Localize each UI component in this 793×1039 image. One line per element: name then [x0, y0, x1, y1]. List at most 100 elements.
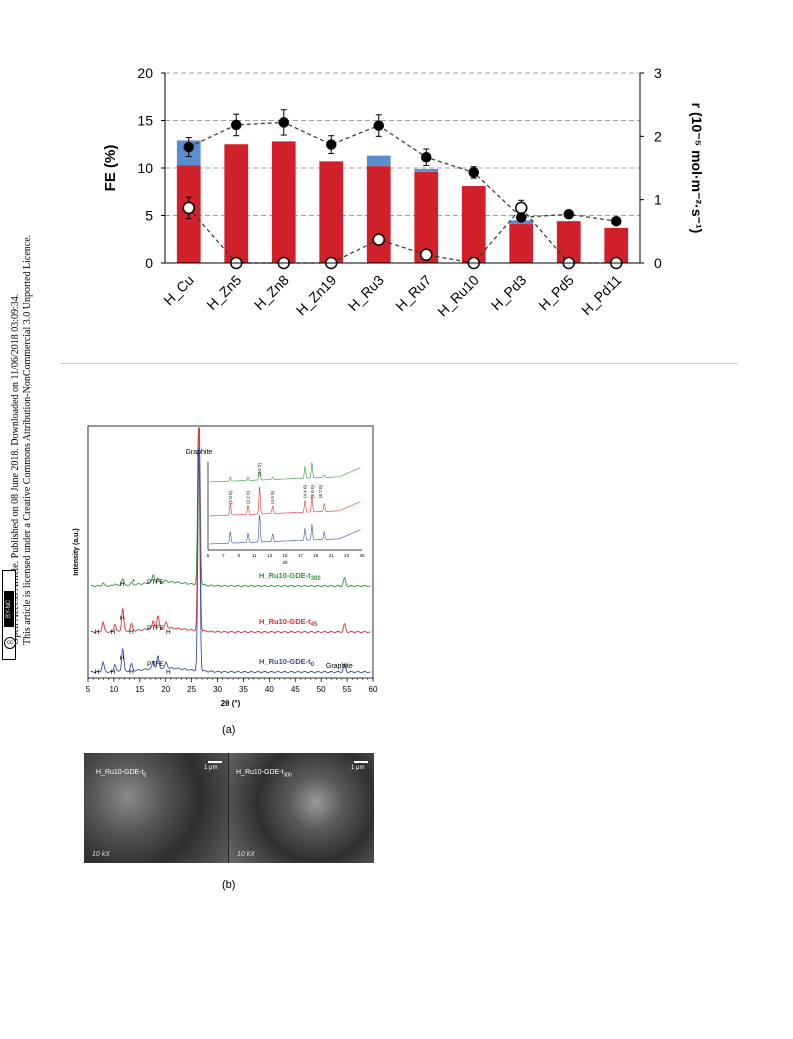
data-point — [468, 167, 479, 178]
scale-bar-right — [354, 761, 368, 763]
category-label: H_Ru3 — [345, 272, 387, 314]
trace-label: H_Ru10-GDE-t45 — [259, 617, 318, 628]
peak-annotation: H — [166, 669, 171, 676]
by-nc-label: BY-NC — [4, 591, 14, 627]
peak-annotation: PTFE — [147, 661, 164, 668]
x-tick-label: 20 — [161, 685, 170, 694]
data-point — [421, 151, 432, 163]
inset-peak-label: (2 2 2) — [257, 462, 262, 476]
data-point — [373, 120, 384, 131]
inset-tick-label: 19 — [313, 553, 319, 558]
sem-image-t0 — [84, 753, 229, 863]
sem-image-t300 — [229, 753, 374, 863]
inset-tick-label: 25 — [359, 553, 365, 558]
x-tick-label: 5 — [86, 685, 91, 694]
sem-images: H_Ru10-GDE-t0 H_Ru10-GDE-t300 1 μm 1 μm … — [84, 753, 374, 863]
data-point — [611, 215, 622, 227]
caption-b: (b) — [222, 879, 236, 891]
xrd-trace — [90, 427, 371, 588]
xrd-chart: 5 7 9 11 13 15 17 19 21 23 25 2θ (2 0 0) (2 2 0) (2 2 … — [73, 425, 378, 708]
section-divider — [60, 363, 738, 364]
data-point — [515, 201, 528, 215]
x-tick-label: 50 — [317, 685, 326, 694]
y-tick-label: 20 — [137, 65, 153, 81]
x-tick-label: 35 — [239, 685, 248, 694]
category-label: H_Pd3 — [488, 272, 530, 314]
inset-tick-label: 7 — [222, 553, 225, 558]
category-label: H_Zn8 — [251, 272, 292, 313]
x-tick-label: 15 — [135, 685, 144, 694]
inset-peak-label: (4 0 0) — [270, 490, 275, 504]
y2-tick-label: 3 — [654, 65, 662, 81]
peak-annotation: * — [132, 579, 135, 586]
bar-blue — [366, 155, 391, 167]
y-tick-label: 15 — [137, 113, 153, 129]
bar-red — [604, 227, 629, 263]
data-point — [231, 119, 242, 131]
inset-peak-label: (6 2 0) — [318, 484, 323, 498]
inset-peak-label: (6 0 0) — [310, 484, 315, 498]
mag-label-right: 10 kX — [237, 851, 255, 858]
category-label: H_Pd5 — [535, 272, 577, 314]
bar-red — [461, 186, 486, 263]
peak-annotation: H — [129, 669, 134, 676]
peak-annotation: PTFE — [147, 625, 164, 632]
peak-annotation: PTFE — [147, 579, 164, 586]
category-label: H_Ru10 — [434, 272, 482, 320]
peak-annotation: H — [94, 629, 99, 636]
cc-icon: cc — [4, 637, 16, 649]
inset-x-title: 2θ — [282, 560, 288, 565]
category-label: H_Ru7 — [392, 272, 434, 314]
data-point — [516, 212, 527, 223]
data-point — [182, 201, 195, 215]
trace-label-sub: 45 — [311, 622, 318, 628]
series-dashed-line — [188, 206, 617, 264]
y2-tick-label: 0 — [654, 255, 662, 271]
peak-annotation: H — [111, 669, 116, 676]
x-tick-label: 60 — [369, 685, 378, 694]
category-label: H_Zn5 — [203, 272, 244, 313]
data-point — [326, 139, 337, 150]
category-label: H_Zn19 — [293, 272, 340, 319]
sem-left-label: H_Ru10-GDE-t0 — [96, 769, 147, 779]
y2-tick-label: 2 — [654, 128, 662, 144]
bar-red — [556, 221, 581, 263]
bar-red — [366, 166, 391, 263]
inset-peak-label: (4 4 0) — [303, 484, 308, 498]
inset-tick-label: 15 — [282, 553, 288, 558]
y-tick-label: 0 — [145, 255, 153, 271]
y2-axis-title: r (10⁻⁵ mol·m⁻²·s⁻¹) — [689, 103, 705, 234]
bar-red — [224, 144, 249, 263]
peak-annotation: H — [129, 629, 134, 636]
data-point — [278, 117, 289, 128]
x-tick-label: 45 — [291, 685, 300, 694]
inset-peak-label: (2 0 0) — [228, 490, 233, 504]
peak-annotation: H — [120, 615, 125, 622]
peak-annotation: H — [120, 655, 125, 662]
sem-right-label: H_Ru10-GDE-t300 — [236, 769, 292, 779]
scale-label-left: 1 μm — [204, 765, 218, 771]
cc-license-badge[interactable]: BY-NC cc — [2, 570, 16, 660]
inset-tick-label: 13 — [267, 553, 273, 558]
bar-red — [319, 161, 344, 263]
category-label: H_Cu — [160, 272, 197, 309]
data-point — [420, 248, 433, 262]
bar-red — [271, 141, 296, 263]
y2-tick-label: 1 — [654, 192, 662, 208]
y-tick-label: 5 — [145, 208, 153, 224]
trace-label-sub: 0 — [311, 662, 315, 668]
inset-trace — [209, 514, 361, 545]
xrd-trace — [90, 447, 371, 674]
inset-peak-label: (2 2 0) — [246, 490, 251, 504]
peak-annotation: Graphite — [326, 663, 353, 670]
inset-trace — [209, 462, 361, 483]
inset-tick-label: 23 — [344, 553, 350, 558]
peak-annotation: H — [120, 581, 125, 588]
x-tick-label: 55 — [343, 685, 352, 694]
trace-label-sub: 300 — [311, 576, 322, 582]
bar-red — [414, 171, 439, 263]
bar-blue — [414, 168, 439, 172]
x-tick-label: 30 — [213, 685, 222, 694]
data-point — [372, 233, 385, 246]
